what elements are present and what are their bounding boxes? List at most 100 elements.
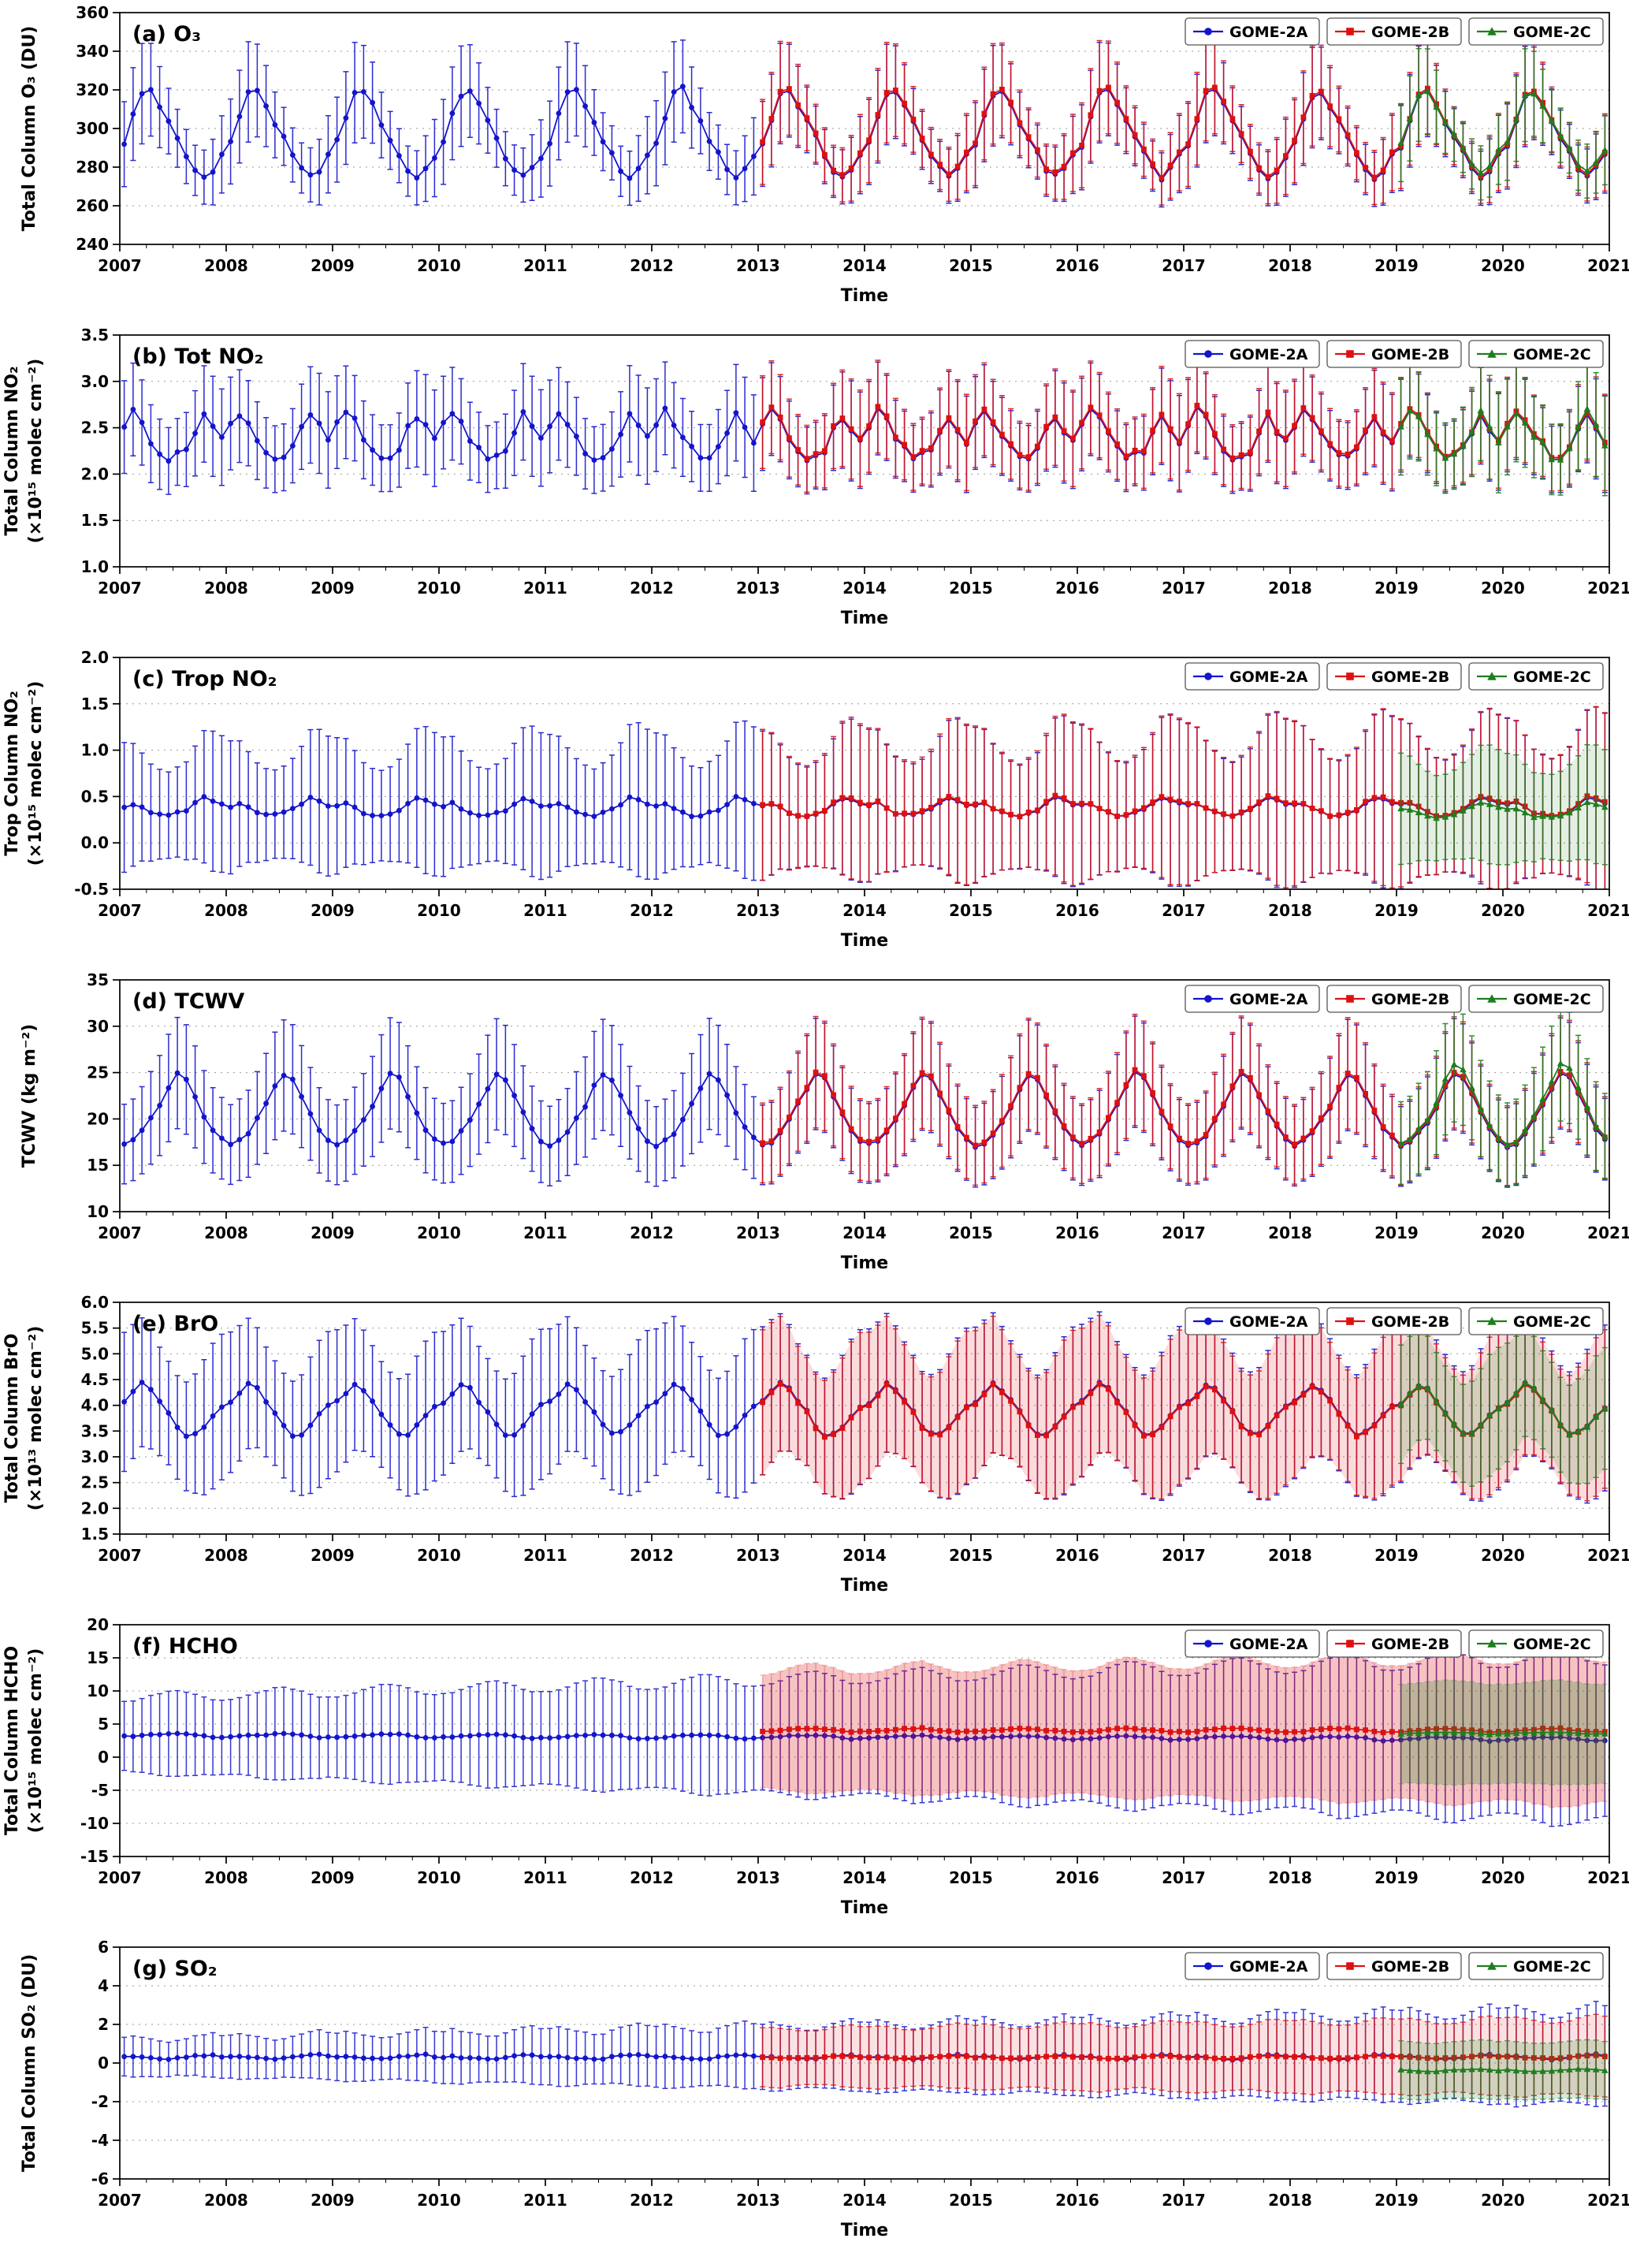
error-band (762, 1313, 1605, 1501)
y-tick-label: 360 (76, 3, 109, 22)
x-tick-label: 2018 (1268, 256, 1312, 275)
legend-entry-gome-2a: GOME-2A (1185, 17, 1320, 46)
legend-label: GOME-2B (1371, 346, 1449, 363)
x-tick-label: 2021 (1587, 1868, 1629, 1887)
x-tick-label: 2013 (736, 1546, 780, 1565)
y-tick-label: 3.0 (81, 372, 109, 391)
x-tick-label: 2008 (204, 2191, 248, 2210)
panel-label: (a) O₃ (132, 22, 201, 47)
legend-label: GOME-2A (1229, 1636, 1308, 1653)
x-tick-label: 2012 (630, 256, 674, 275)
x-tick-label: 2015 (949, 579, 993, 598)
y-axis-ticks: 10 15 20 25 30 35 (87, 970, 120, 1221)
gridlines (120, 1657, 1609, 1824)
legend-entry-gome-2a: GOME-2A (1185, 985, 1320, 1013)
gridlines (120, 1026, 1609, 1166)
x-axis-ticks: 2007 2008 2009 2010 2011 2012 2013 2014 2015 2016… (98, 1534, 1629, 1565)
y-tick-label: 20 (87, 1615, 109, 1634)
legend-label: GOME-2C (1513, 1636, 1591, 1653)
x-tick-label: 2014 (842, 579, 887, 598)
x-tick-label: 2021 (1587, 579, 1629, 598)
y-tick-label: 20 (87, 1109, 109, 1128)
x-tick-label: 2010 (417, 1223, 461, 1242)
legend-marker-circle (1204, 1640, 1212, 1648)
legend-label: GOME-2A (1229, 346, 1308, 363)
x-axis-ticks: 2007 2008 2009 2010 2011 2012 2013 2014 2015 2016… (98, 244, 1629, 275)
y-tick-label: 1.5 (81, 1525, 109, 1544)
y-tick-label: 4.5 (81, 1370, 109, 1389)
error-band (1400, 1328, 1605, 1487)
y-tick-label: 320 (76, 80, 109, 99)
x-tick-label: 2013 (736, 901, 780, 920)
x-tick-label: 2008 (204, 1223, 248, 1242)
y-tick-label: 3.5 (81, 326, 109, 344)
x-tick-label: 2018 (1268, 1223, 1312, 1242)
legend-entry-gome-2c: GOME-2C (1468, 1307, 1604, 1335)
panel-svg-o3: 240 260 280 300 320 340 360 2007 2008 2009 2010 201… (20, 3, 1629, 306)
legend: GOME-2A GOME-2B GOME-2C (1185, 1629, 1604, 1658)
x-tick-label: 2020 (1481, 1546, 1525, 1565)
x-tick-label: 2009 (311, 2191, 355, 2210)
series-gome-2a (121, 1647, 1608, 1827)
y-tick-label: 6.0 (81, 1293, 109, 1312)
panel-label: (d) TCWV (132, 989, 244, 1014)
x-tick-label: 2015 (949, 1546, 993, 1565)
y-axis-label: Total Column O₃ (DU) (20, 26, 39, 232)
x-tick-label: 2007 (98, 1546, 142, 1565)
series-markers (1397, 799, 1609, 821)
x-tick-label: 2015 (949, 1223, 993, 1242)
series-markers (121, 1730, 1608, 1745)
x-tick-label: 2010 (417, 256, 461, 275)
x-tick-label: 2008 (204, 901, 248, 920)
gridlines (120, 50, 1609, 207)
x-tick-label: 2018 (1268, 1868, 1312, 1887)
x-tick-label: 2008 (204, 1868, 248, 1887)
legend-label: GOME-2A (1229, 668, 1308, 686)
y-tick-label: -5 (91, 1781, 109, 1800)
y-tick-label: -15 (80, 1847, 109, 1866)
y-tick-label: 25 (87, 1063, 109, 1082)
y-tick-label: 4 (98, 1976, 109, 1995)
y-tick-label: 300 (76, 119, 109, 138)
legend-label: GOME-2B (1371, 668, 1449, 686)
x-tick-label: 2012 (630, 901, 674, 920)
series-markers (760, 1725, 1608, 1736)
x-tick-label: 2017 (1162, 1546, 1206, 1565)
x-tick-label: 2019 (1374, 256, 1419, 275)
panel-label: (g) SO₂ (132, 1957, 218, 1981)
series-gome-2c (1397, 47, 1609, 201)
x-tick-label: 2017 (1162, 256, 1206, 275)
y-axis-ticks: 1.0 1.5 2.0 2.5 3.0 3.5 (81, 326, 120, 576)
x-axis-ticks: 2007 2008 2009 2010 2011 2012 2013 2014 2015 2016… (98, 889, 1629, 920)
x-tick-label: 2011 (523, 1868, 567, 1887)
x-axis-ticks: 2007 2008 2009 2010 2011 2012 2013 2014 2015 2016… (98, 1856, 1629, 1887)
legend-entry-gome-2c: GOME-2C (1468, 662, 1604, 691)
legend-label: GOME-2B (1371, 1636, 1449, 1653)
x-tick-label: 2015 (949, 256, 993, 275)
y-tick-label: 30 (87, 1017, 109, 1036)
x-tick-label: 2016 (1055, 256, 1099, 275)
x-tick-label: 2016 (1055, 1868, 1099, 1887)
y-tick-label: 6 (98, 1938, 109, 1957)
axes-frame (119, 657, 1610, 890)
x-axis-label: Time (841, 1898, 888, 1918)
x-tick-label: 2015 (949, 1868, 993, 1887)
y-tick-label: 15 (87, 1648, 109, 1667)
x-tick-label: 2010 (417, 1546, 461, 1565)
legend-label: GOME-2C (1513, 991, 1591, 1008)
legend-entry-gome-2b: GOME-2B (1326, 662, 1462, 691)
y-tick-label: 0.5 (81, 787, 109, 806)
legend-entry-gome-2a: GOME-2A (1185, 340, 1320, 368)
panel-label: (c) Trop NO₂ (132, 667, 277, 691)
x-axis-label: Time (841, 1253, 888, 1273)
panel-label: (f) HCHO (132, 1634, 238, 1659)
x-tick-label: 2012 (630, 2191, 674, 2210)
x-tick-label: 2020 (1481, 256, 1525, 275)
x-tick-label: 2019 (1374, 2191, 1419, 2210)
y-axis-ticks: -0.5 0.0 0.5 1.0 1.5 2.0 (74, 648, 120, 899)
legend-label: GOME-2A (1229, 1313, 1308, 1331)
legend-entry-gome-2b: GOME-2B (1326, 340, 1462, 368)
plot-data (121, 1309, 1609, 1504)
